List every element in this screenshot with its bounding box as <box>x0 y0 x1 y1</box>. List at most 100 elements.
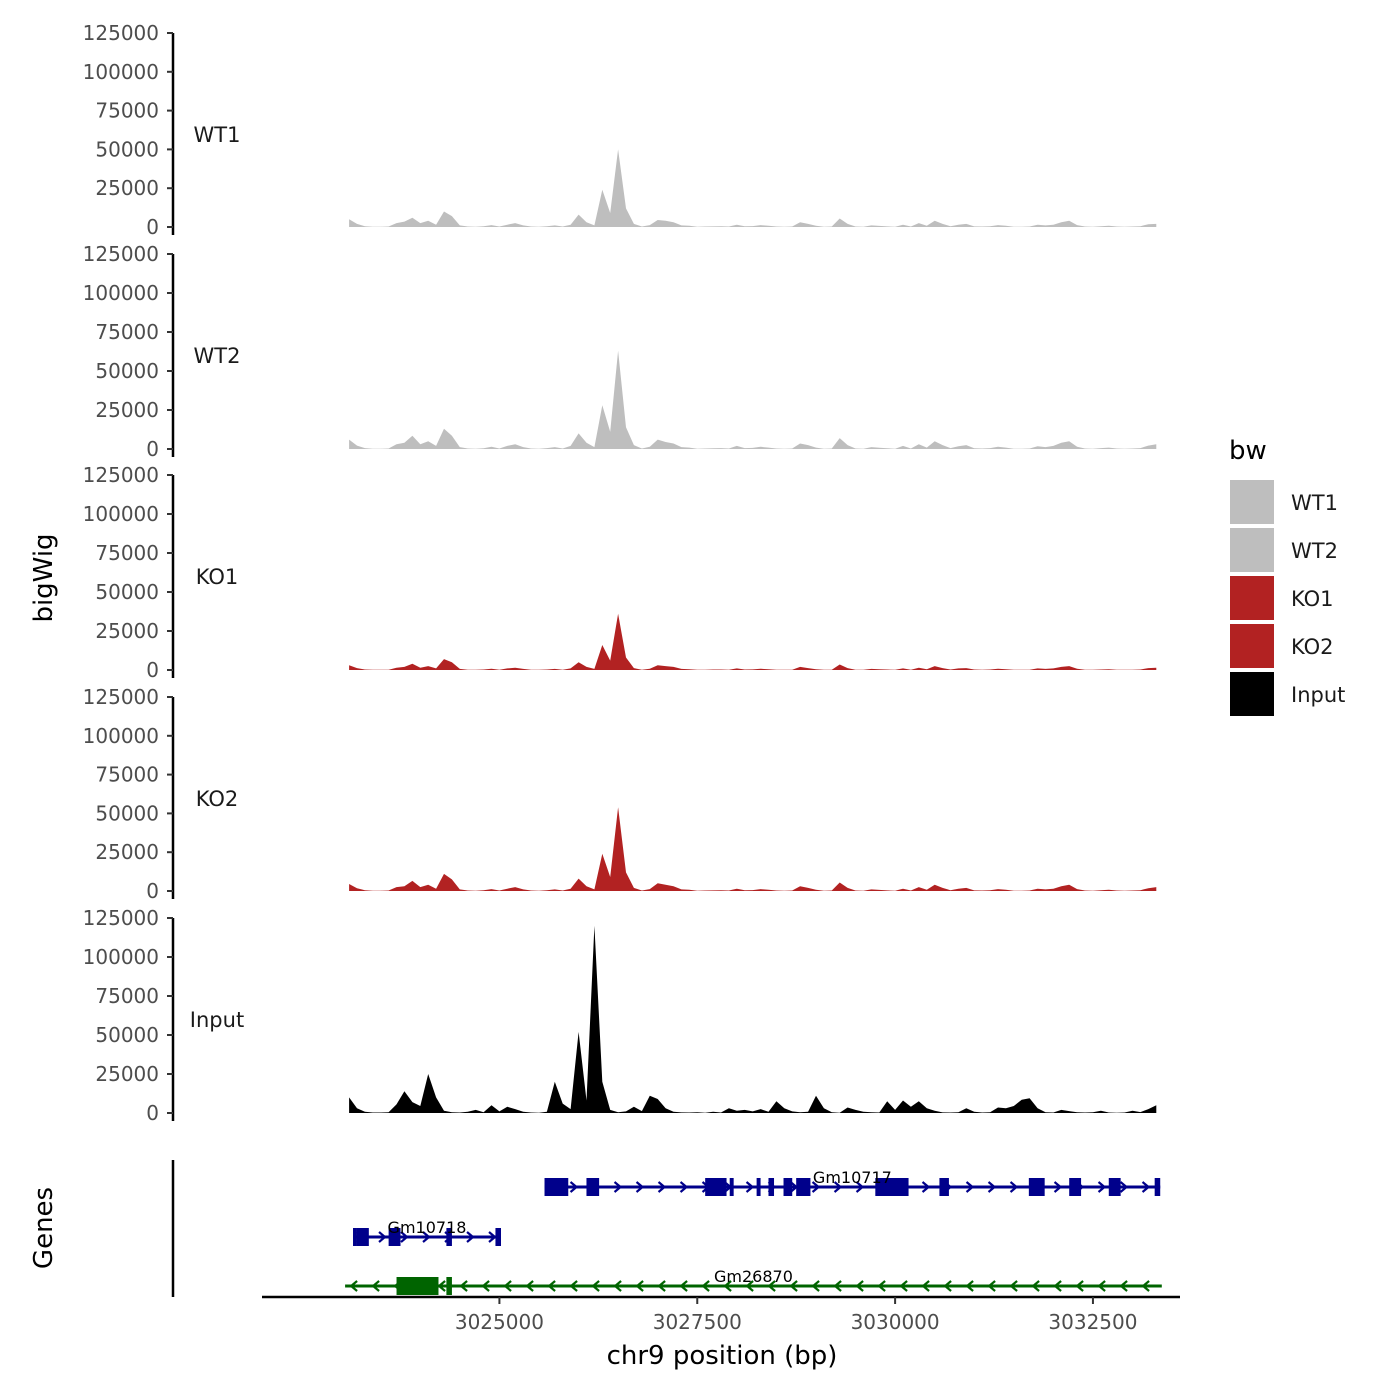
coverage-area <box>349 350 1157 449</box>
exon <box>495 1228 501 1246</box>
strand-arrow <box>1119 1280 1128 1292</box>
exon <box>446 1277 452 1295</box>
strand-arrow <box>833 1181 843 1193</box>
strand-arrow <box>987 1280 996 1292</box>
strand-arrow <box>635 1280 644 1292</box>
y-tick-label: 100000 <box>83 281 159 305</box>
track-ko2: 0 25000 50000 75000 100000 125000 KO2 <box>83 685 1157 903</box>
panel-label: KO2 <box>196 787 239 811</box>
y-tick-label: 50000 <box>95 801 159 825</box>
y-tick-label: 0 <box>146 658 159 682</box>
strand-arrow <box>613 1181 623 1193</box>
exon <box>939 1178 949 1196</box>
exon <box>396 1277 439 1295</box>
y-tick-label: 50000 <box>95 580 159 604</box>
y-tick-label: 100000 <box>83 502 159 526</box>
panel-label: KO1 <box>196 565 239 589</box>
y-tick-label: 75000 <box>95 320 159 344</box>
legend-label: KO2 <box>1291 635 1334 659</box>
legend-item-input: Input <box>1230 672 1345 716</box>
strand-arrow <box>679 1181 689 1193</box>
strand-arrow <box>745 1181 755 1193</box>
strand-arrow <box>503 1280 512 1292</box>
gene-gm10718: Gm10718 <box>353 1218 501 1246</box>
strand-arrow <box>987 1181 997 1193</box>
exon <box>1108 1178 1121 1196</box>
coverage-tracks: 0 25000 50000 75000 100000 125000 WT1 0 25000 500… <box>83 21 1157 1125</box>
strand-arrow <box>378 1231 387 1243</box>
exon <box>796 1178 811 1196</box>
y-tick-label: 75000 <box>95 541 159 565</box>
legend-item-ko2: KO2 <box>1230 624 1334 668</box>
strand-arrow <box>701 1280 710 1292</box>
strand-arrow <box>613 1280 622 1292</box>
strand-arrow <box>921 1181 931 1193</box>
y-tick-label: 25000 <box>95 840 159 864</box>
strand-arrow <box>1141 1181 1151 1193</box>
legend-swatch <box>1230 624 1274 668</box>
strand-arrow <box>745 1280 754 1292</box>
gene-label: Gm10717 <box>813 1168 892 1187</box>
strand-arrow <box>1141 1280 1150 1292</box>
y-tick-label: 75000 <box>95 763 159 787</box>
strand-arrow <box>833 1280 842 1292</box>
exon <box>1154 1178 1161 1196</box>
exon <box>1069 1178 1082 1196</box>
x-tick-label: 3025000 <box>455 1310 544 1334</box>
gene-label: Gm10718 <box>388 1218 467 1237</box>
strand-arrow <box>422 1231 431 1243</box>
strand-arrow <box>657 1280 666 1292</box>
gene-label: Gm26870 <box>714 1267 793 1286</box>
strand-arrow <box>789 1280 798 1292</box>
legend-item-wt2: WT2 <box>1230 528 1338 572</box>
exon <box>1028 1178 1045 1196</box>
strand-arrow <box>811 1280 820 1292</box>
strand-arrow <box>965 1280 974 1292</box>
legend-swatch <box>1230 528 1274 572</box>
legend-label: WT2 <box>1291 539 1338 563</box>
strand-arrow <box>1053 1280 1062 1292</box>
y-tick-label: 100000 <box>83 945 159 969</box>
strand-arrow <box>855 1181 865 1193</box>
strand-arrow <box>921 1280 930 1292</box>
x-axis-title: chr9 position (bp) <box>607 1341 838 1371</box>
strand-arrow <box>855 1280 864 1292</box>
panel-label: WT2 <box>194 344 241 368</box>
y-axis-title: bigWig <box>29 533 59 622</box>
genes-axis-title: Genes <box>29 1187 59 1269</box>
legend-label: WT1 <box>1291 491 1338 515</box>
strand-arrow <box>1009 1280 1018 1292</box>
y-tick-label: 75000 <box>95 984 159 1008</box>
y-tick-label: 50000 <box>95 1023 159 1047</box>
track-wt1: 0 25000 50000 75000 100000 125000 WT1 <box>83 21 1157 239</box>
y-tick-label: 100000 <box>83 60 159 84</box>
x-tick-label: 3027500 <box>653 1310 742 1334</box>
exon <box>388 1228 401 1246</box>
gene-gm26870: Gm26870 <box>345 1267 1162 1295</box>
y-tick-label: 125000 <box>83 463 159 487</box>
strand-arrow <box>371 1280 380 1292</box>
legend-swatch <box>1230 576 1274 620</box>
strand-arrow <box>899 1280 908 1292</box>
strand-arrow <box>1053 1181 1063 1193</box>
y-tick-label: 50000 <box>95 137 159 161</box>
strand-arrow <box>488 1231 497 1243</box>
y-tick-label: 50000 <box>95 359 159 383</box>
strand-arrow <box>569 1181 579 1193</box>
exon <box>356 1228 369 1246</box>
strand-arrow <box>877 1280 886 1292</box>
y-tick-label: 125000 <box>83 242 159 266</box>
y-tick-label: 0 <box>146 879 159 903</box>
legend-label: Input <box>1291 683 1345 707</box>
axis-titles: bigWig Genes chr9 position (bp) <box>29 533 837 1371</box>
exon <box>705 1178 727 1196</box>
exon <box>756 1178 761 1196</box>
coverage-area <box>349 149 1157 227</box>
strand-arrow <box>547 1280 556 1292</box>
strand-arrow <box>1097 1181 1107 1193</box>
exon <box>353 1228 357 1246</box>
strand-arrow <box>591 1280 600 1292</box>
track-ko1: 0 25000 50000 75000 100000 125000 KO1 <box>83 463 1157 682</box>
